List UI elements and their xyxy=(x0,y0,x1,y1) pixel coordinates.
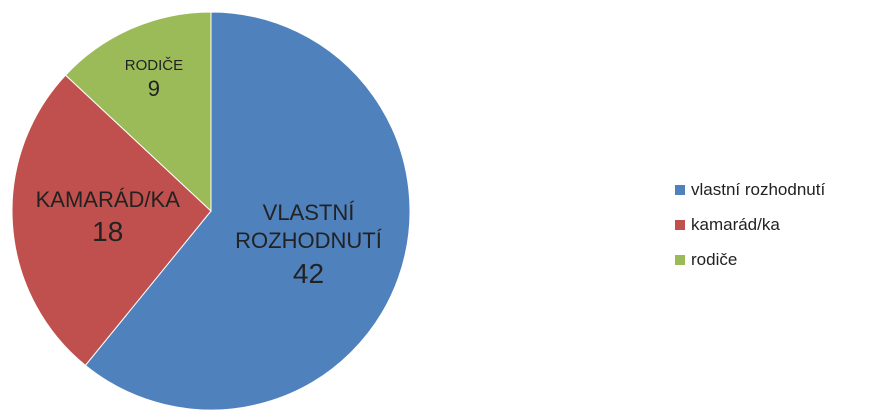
slice-name: RODIČE xyxy=(124,56,184,74)
slice-name: KAMARÁD/KA xyxy=(35,186,180,212)
legend-entry: rodiče xyxy=(675,250,737,270)
legend-entry: kamarád/ka xyxy=(675,215,780,235)
pie-slice xyxy=(64,11,212,213)
legend-label: vlastní rozhodnutí xyxy=(691,180,826,199)
slice-value: 42 xyxy=(292,257,325,289)
slice-label: RODIČE 9 xyxy=(109,56,199,104)
pie-slice xyxy=(11,74,212,367)
legend-label: kamarád/ka xyxy=(691,215,780,234)
slice-label: VLASTNÍ ROZHODNUTÍ 42 xyxy=(224,199,394,293)
pie-slice xyxy=(84,11,411,411)
slice-value: 18 xyxy=(92,216,124,248)
slice-label: KAMARÁD/KA 18 xyxy=(8,186,208,251)
legend-swatch xyxy=(675,185,685,195)
slice-name: VLASTNÍ ROZHODNUTÍ xyxy=(235,199,382,254)
legend-label: rodiče xyxy=(691,250,738,269)
legend-entry: vlastní rozhodnutí xyxy=(675,180,825,200)
slice-value: 9 xyxy=(147,76,161,102)
legend-swatch xyxy=(675,220,685,230)
legend-swatch xyxy=(675,255,685,265)
